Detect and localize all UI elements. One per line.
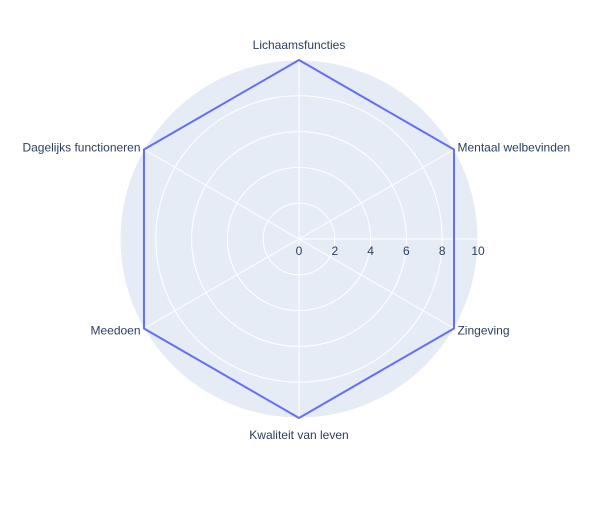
category-labels: Lichaamsfuncties Mentaal welbevinden Zinge…	[22, 38, 570, 442]
category-label: Meedoen	[90, 324, 140, 338]
category-label: Mentaal welbevinden	[457, 141, 570, 155]
series-point[interactable]	[451, 147, 457, 153]
series-point[interactable]	[451, 326, 457, 332]
radial-tick-label: 2	[331, 244, 338, 258]
angular-grid-line	[143, 149, 300, 240]
category-label: Dagelijks functioneren	[22, 141, 140, 155]
radial-tick-labels: 0 2 4 6 8 10	[296, 244, 485, 258]
series-point[interactable]	[296, 415, 302, 421]
radial-tick-label: 10	[471, 244, 485, 258]
angular-grid	[143, 60, 478, 418]
series-point[interactable]	[141, 147, 147, 153]
series-layer	[141, 57, 457, 421]
category-label: Lichaamsfuncties	[253, 38, 346, 52]
category-label: Kwaliteit van leven	[249, 428, 348, 442]
angular-grid-line	[298, 238, 455, 329]
radial-tick-label: 4	[367, 244, 374, 258]
series-point[interactable]	[141, 326, 147, 332]
radial-tick-label: 8	[439, 244, 446, 258]
category-label: Zingeving	[457, 324, 509, 338]
angular-grid-line	[298, 149, 455, 240]
radial-tick-label: 6	[403, 244, 410, 258]
series-line	[142, 59, 456, 419]
angular-grid-line	[143, 238, 300, 329]
radial-tick-label: 0	[296, 244, 303, 258]
series-point[interactable]	[296, 57, 302, 63]
